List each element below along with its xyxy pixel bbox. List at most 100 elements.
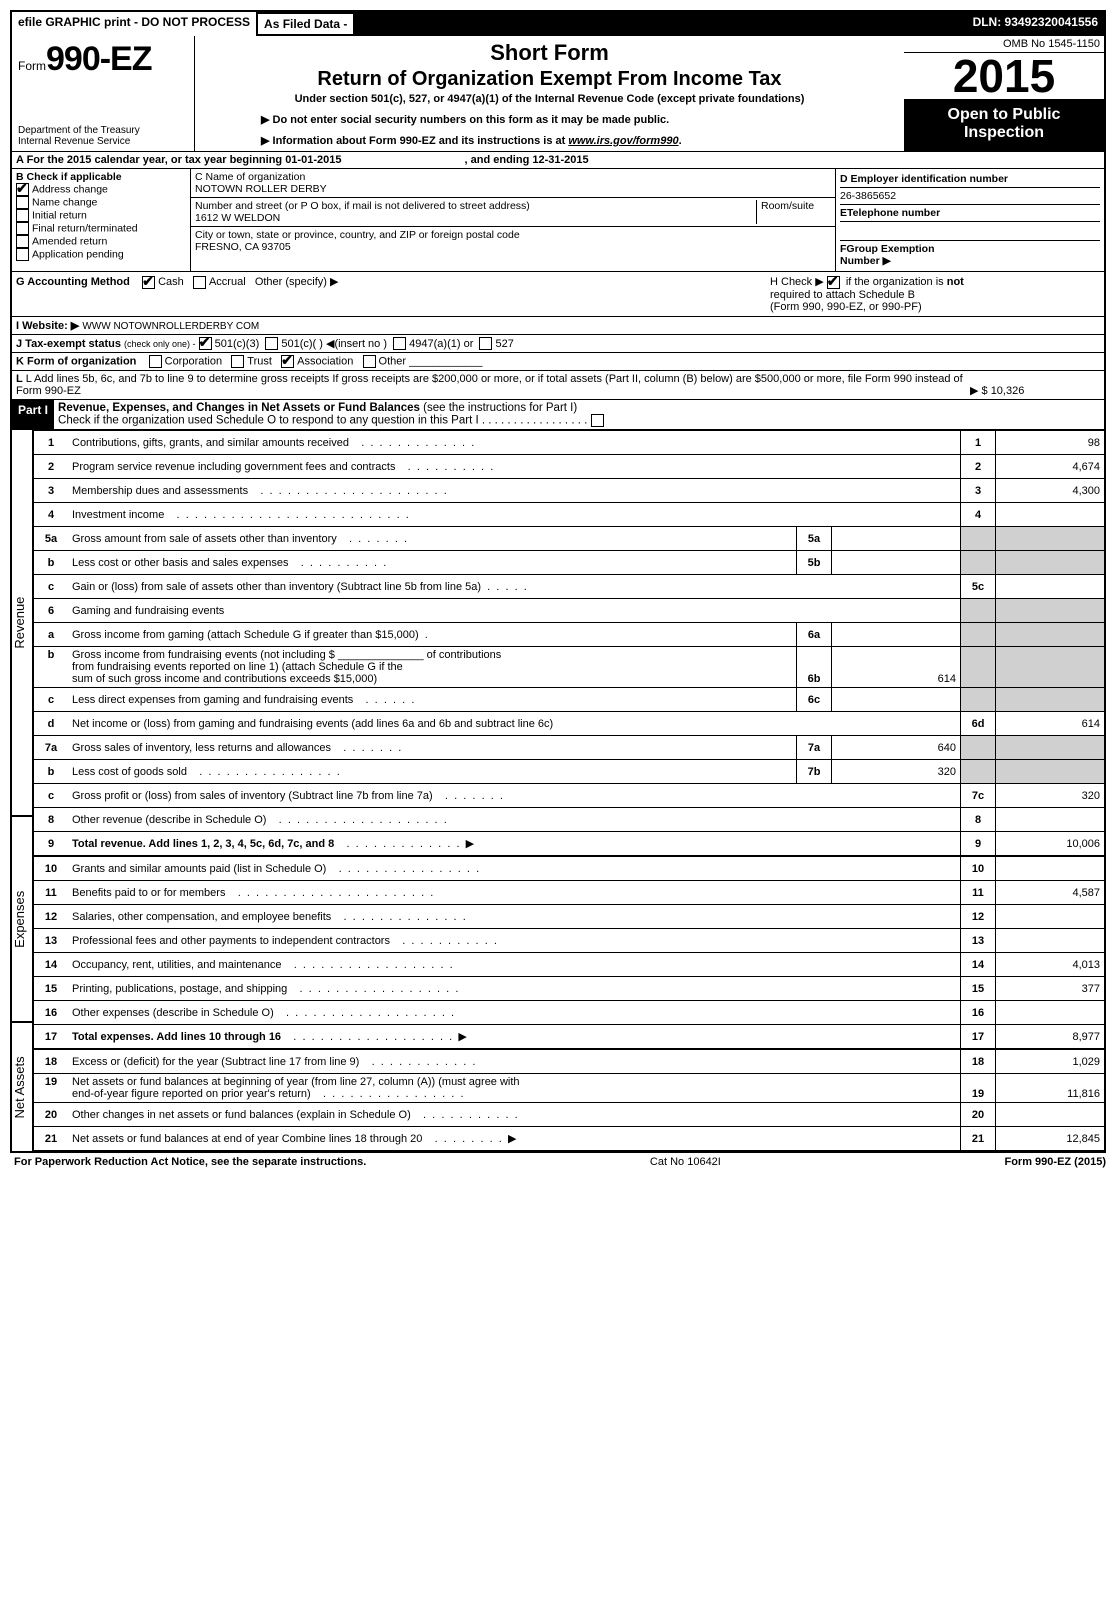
- short-form-title: Short Form: [201, 40, 898, 66]
- line-1: 1Contributions, gifts, grants, and simil…: [34, 431, 1104, 455]
- chk-k-other[interactable]: [363, 355, 376, 368]
- j-527: 527: [495, 338, 513, 350]
- line-2: 2Program service revenue including gover…: [34, 455, 1104, 479]
- chk-trust[interactable]: [231, 355, 244, 368]
- k-trust: Trust: [247, 356, 272, 368]
- line-15: 15Printing, publications, postage, and s…: [34, 977, 1104, 1001]
- j-label: J Tax-exempt status: [16, 338, 121, 350]
- instr2-link[interactable]: www.irs.gov/form990: [568, 135, 678, 147]
- part1-header-row: Part I Revenue, Expenses, and Changes in…: [12, 400, 1104, 430]
- chk-address-change[interactable]: [16, 183, 29, 196]
- chk-501c[interactable]: [265, 337, 278, 350]
- line-14: 14Occupancy, rent, utilities, and mainte…: [34, 953, 1104, 977]
- b-header: B Check if applicable: [16, 171, 186, 183]
- k-label: K Form of organization: [16, 356, 136, 368]
- bcd-block: B Check if applicable Address change Nam…: [12, 169, 1104, 272]
- line-5a: 5aGross amount from sale of assets other…: [34, 527, 1104, 551]
- line-i: I Website: ▶ WWW NOTOWNROLLERDERBY COM: [12, 317, 1104, 335]
- line-6: 6Gaming and fundraising events: [34, 599, 1104, 623]
- k-corp: Corporation: [165, 356, 222, 368]
- instr2-a: ▶ Information about Form 990-EZ and its …: [261, 135, 568, 147]
- vlabel-expenses: Expenses: [12, 817, 32, 1021]
- line-11: 11Benefits paid to or for members . . . …: [34, 881, 1104, 905]
- footer-mid: Cat No 10642I: [650, 1156, 721, 1168]
- g-accrual: Accrual: [209, 276, 246, 288]
- c-org-name: NOTOWN ROLLER DERBY: [195, 183, 831, 195]
- j-4947: 4947(a)(1) or: [409, 338, 473, 350]
- line-21: 21Net assets or fund balances at end of …: [34, 1127, 1104, 1151]
- chk-name-change[interactable]: [16, 196, 29, 209]
- instr-1: ▶ Do not enter social security numbers o…: [201, 113, 898, 126]
- chk-corp[interactable]: [149, 355, 162, 368]
- chk-4947[interactable]: [393, 337, 406, 350]
- line-6b: bGross income from fundraising events (n…: [34, 647, 1104, 688]
- line-5c: cGain or (loss) from sale of assets othe…: [34, 575, 1104, 599]
- chk-assoc[interactable]: [281, 355, 294, 368]
- chk-h[interactable]: [827, 276, 840, 289]
- line-k: K Form of organization Corporation Trust…: [12, 353, 1104, 371]
- h-not: not: [947, 276, 964, 288]
- c-name-label: C Name of organization: [195, 171, 831, 183]
- line-8: 8Other revenue (describe in Schedule O) …: [34, 808, 1104, 832]
- h-text1: H Check ▶: [770, 276, 824, 288]
- vlabel-netassets: Net Assets: [12, 1023, 32, 1152]
- vlabel-revenue: Revenue: [12, 430, 32, 815]
- line-10: 10Grants and similar amounts paid (list …: [34, 856, 1104, 881]
- open-to-public: Open to Public Inspection: [904, 100, 1104, 151]
- line-6d: dNet income or (loss) from gaming and fu…: [34, 712, 1104, 736]
- b-amended: Amended return: [32, 235, 107, 247]
- footer-right: Form 990-EZ (2015): [1004, 1156, 1106, 1168]
- line-6a: aGross income from gaming (attach Schedu…: [34, 623, 1104, 647]
- form-number: Form990-EZ: [18, 40, 188, 79]
- g-label: G Accounting Method: [16, 276, 130, 288]
- h-text2: if the organization is: [846, 276, 944, 288]
- d-tel-label: ETelephone number: [840, 205, 1100, 222]
- chk-part1-scheduleo[interactable]: [591, 414, 604, 427]
- chk-final[interactable]: [16, 222, 29, 235]
- chk-527[interactable]: [479, 337, 492, 350]
- line-19: 19Net assets or fund balances at beginni…: [34, 1074, 1104, 1103]
- part1-title: Revenue, Expenses, and Changes in Net As…: [58, 402, 420, 414]
- line-g-h: G Accounting Method Cash Accrual Other (…: [12, 272, 1104, 317]
- j-sub: (check only one) -: [124, 339, 196, 349]
- col-d: D Employer identification number 26-3865…: [835, 169, 1104, 271]
- d-ein: 26-3865652: [840, 188, 1100, 205]
- lines-table-wrap: Revenue Expenses Net Assets 1Contributio…: [12, 430, 1104, 1151]
- a-text-begin: A For the 2015 calendar year, or tax yea…: [16, 154, 341, 166]
- a-text-end: , and ending 12-31-2015: [465, 154, 589, 166]
- subtitle: Under section 501(c), 527, or 4947(a)(1)…: [201, 93, 898, 105]
- line-17: 17Total expenses. Add lines 10 through 1…: [34, 1025, 1104, 1050]
- chk-amended[interactable]: [16, 235, 29, 248]
- col-b: B Check if applicable Address change Nam…: [12, 169, 191, 271]
- h-text4: (Form 990, 990-EZ, or 990-PF): [770, 301, 922, 313]
- chk-pending[interactable]: [16, 248, 29, 261]
- line-7c: cGross profit or (loss) from sales of in…: [34, 784, 1104, 808]
- h-text3: required to attach Schedule B: [770, 289, 915, 301]
- open-line2: Inspection: [908, 124, 1100, 142]
- j-501c3: 501(c)(3): [215, 338, 260, 350]
- chk-initial[interactable]: [16, 209, 29, 222]
- c-street: 1612 W WELDON: [195, 212, 756, 224]
- line-3: 3Membership dues and assessments . . . .…: [34, 479, 1104, 503]
- line-12: 12Salaries, other compensation, and empl…: [34, 905, 1104, 929]
- c-street-label: Number and street (or P O box, if mail i…: [195, 200, 756, 212]
- b-initial: Initial return: [32, 209, 87, 221]
- line-9: 9Total revenue. Add lines 1, 2, 3, 4, 5c…: [34, 832, 1104, 857]
- lines-table: 1Contributions, gifts, grants, and simil…: [34, 430, 1104, 1151]
- d-grp-label2: Number ▶: [840, 255, 891, 267]
- chk-cash[interactable]: [142, 276, 155, 289]
- j-insert: ◀(insert no ): [326, 338, 387, 350]
- k-other: Other: [379, 356, 407, 368]
- chk-501c3[interactable]: [199, 337, 212, 350]
- form-number-big: 990-EZ: [46, 40, 152, 78]
- footer-left: For Paperwork Reduction Act Notice, see …: [14, 1156, 366, 1168]
- line-13: 13Professional fees and other payments t…: [34, 929, 1104, 953]
- dept-treasury: Department of the Treasury: [18, 125, 188, 136]
- b-addr-change: Address change: [32, 183, 108, 195]
- as-filed-label: As Filed Data -: [256, 12, 355, 36]
- chk-accrual[interactable]: [193, 276, 206, 289]
- line-l: L L Add lines 5b, 6c, and 7b to line 9 t…: [12, 371, 1104, 400]
- line-j: J Tax-exempt status (check only one) - 5…: [12, 335, 1104, 354]
- k-assoc: Association: [297, 356, 353, 368]
- g-cash: Cash: [158, 276, 184, 288]
